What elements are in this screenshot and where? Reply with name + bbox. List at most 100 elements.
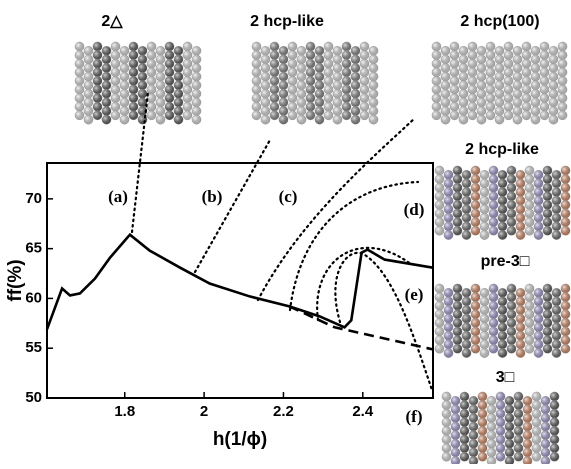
sphere-shade	[459, 81, 468, 90]
sphere-shade	[525, 218, 534, 227]
sphere-shade	[453, 200, 462, 209]
sphere-shade	[453, 183, 462, 192]
sphere-shade	[333, 46, 342, 55]
sphere-shade	[486, 111, 495, 120]
sphere-shade	[507, 318, 516, 327]
sphere-shade	[351, 115, 360, 124]
sphere-shade	[450, 111, 459, 120]
sphere-shade	[516, 230, 525, 239]
sphere-shade	[507, 336, 516, 345]
sphere-shade	[270, 42, 279, 51]
sphere-shade	[468, 51, 477, 60]
sphere-shade	[147, 51, 156, 60]
sphere-shade	[478, 426, 487, 435]
sphere-shade	[534, 213, 543, 222]
sphere-shade	[504, 59, 513, 68]
sphere-shade	[138, 55, 147, 64]
sphere-shade	[480, 230, 489, 239]
sphere-shade	[550, 444, 559, 453]
sphere-shade	[102, 46, 111, 55]
sphere-shade	[192, 55, 201, 64]
sphere-shade	[462, 288, 471, 297]
sphere-shade	[342, 94, 351, 103]
sphere-shade	[450, 51, 459, 60]
sphere-shade	[453, 226, 462, 235]
sphere-shade	[513, 98, 522, 107]
leader	[290, 182, 418, 310]
sphere-shade	[165, 76, 174, 85]
sphere-shade	[261, 63, 270, 72]
sphere-shade	[469, 439, 478, 448]
sphere-shade	[513, 46, 522, 55]
sphere-shade	[84, 81, 93, 90]
sphere-shade	[469, 422, 478, 431]
sphere-shade	[507, 218, 516, 227]
annotation: (f)	[406, 407, 423, 426]
sphere-shade	[507, 209, 516, 218]
sphere-shade	[279, 55, 288, 64]
sphere-shade	[156, 106, 165, 115]
sphere-shade	[450, 42, 459, 51]
sphere-shade	[541, 396, 550, 405]
sphere-shade	[435, 218, 444, 227]
sphere-shade	[252, 59, 261, 68]
sphere-shade	[471, 226, 480, 235]
sphere-shade	[444, 297, 453, 306]
sphere-shade	[487, 413, 496, 422]
sphere-shade	[442, 426, 451, 435]
sphere-shade	[165, 102, 174, 111]
sphere-shade	[543, 200, 552, 209]
sphere-shade	[75, 85, 84, 94]
sphere-shade	[468, 85, 477, 94]
sphere-shade	[84, 89, 93, 98]
sphere-shade	[129, 76, 138, 85]
sphere-shade	[561, 336, 570, 345]
sphere-shade	[498, 179, 507, 188]
sphere-shade	[453, 293, 462, 302]
sphere-shade	[478, 401, 487, 410]
sphere-shade	[550, 426, 559, 435]
sphere-shade	[561, 226, 570, 235]
sphere-shade	[522, 111, 531, 120]
sphere-shade	[252, 51, 261, 60]
sphere-shade	[540, 76, 549, 85]
sphere-shade	[462, 187, 471, 196]
sphere-shade	[522, 51, 531, 60]
sphere-shade	[540, 94, 549, 103]
sphere-shade	[324, 68, 333, 77]
sphere-shade	[552, 170, 561, 179]
sphere-shade	[498, 222, 507, 231]
sphere-shade	[552, 348, 561, 357]
sphere-shade	[342, 85, 351, 94]
sphere-shade	[432, 111, 441, 120]
sphere-shade	[93, 111, 102, 120]
sphere-shade	[261, 115, 270, 124]
sphere-shade	[450, 85, 459, 94]
sphere-shade	[514, 418, 523, 427]
sphere-shade	[75, 68, 84, 77]
sphere-shade	[480, 205, 489, 214]
sphere-shade	[523, 431, 532, 440]
sphere-shade	[147, 68, 156, 77]
sphere-shade	[324, 42, 333, 51]
sphere-shade	[489, 301, 498, 310]
sphere-shade	[489, 226, 498, 235]
sphere-shade	[324, 94, 333, 103]
sphere-shade	[514, 401, 523, 410]
sphere-shade	[183, 85, 192, 94]
sphere-shade	[183, 68, 192, 77]
sphere-shade	[516, 348, 525, 357]
sphere-shade	[129, 42, 138, 51]
sphere-shade	[459, 115, 468, 124]
leader	[195, 140, 270, 272]
sphere-shade	[532, 435, 541, 444]
sphere-shade	[543, 226, 552, 235]
sphere-shade	[165, 85, 174, 94]
sphere-shade	[522, 85, 531, 94]
sphere-shade	[147, 76, 156, 85]
sphere-shade	[552, 297, 561, 306]
sphere-shade	[531, 106, 540, 115]
sphere-shade	[477, 81, 486, 90]
sphere-shade	[462, 348, 471, 357]
sphere-shade	[523, 439, 532, 448]
